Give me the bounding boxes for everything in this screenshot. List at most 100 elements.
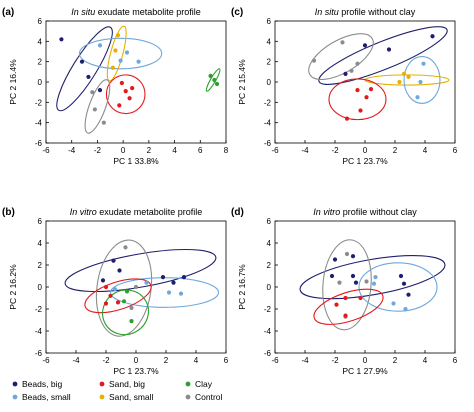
y-tick-label: 6 <box>38 217 43 226</box>
point-sand-small <box>406 74 411 80</box>
x-axis-title: PC 1 23.7% <box>342 156 388 166</box>
y-tick-label: -4 <box>35 119 43 128</box>
y-tick-label: 0 <box>267 283 272 292</box>
y-axis-title: PC 2 16.7% <box>237 264 247 310</box>
y-tick-label: 2 <box>38 58 43 67</box>
y-tick-label: 4 <box>38 239 43 248</box>
panel-title: In situ profile without clay <box>315 7 416 17</box>
point-control <box>101 120 106 125</box>
y-axis-title: PC 2 15.4% <box>237 59 247 105</box>
point-sand-big <box>334 302 339 307</box>
point-beads-small <box>421 61 426 66</box>
point-beads-small <box>418 79 423 85</box>
point-clay <box>121 299 127 304</box>
point-beads-small <box>403 306 408 312</box>
point-sand-small <box>115 33 121 38</box>
legend-marker <box>12 381 18 387</box>
point-clay <box>214 81 220 87</box>
point-beads-big <box>350 273 356 279</box>
point-control <box>92 107 97 112</box>
point-sand-big <box>130 86 135 91</box>
point-sand-big <box>358 295 363 301</box>
point-beads-big <box>406 292 411 297</box>
point-sand-big <box>103 301 109 306</box>
point-beads-big <box>332 257 338 262</box>
y-axis-title: PC 2 16.4% <box>8 59 18 105</box>
point-beads-small <box>371 281 377 286</box>
legend-label: Beads, small <box>22 392 71 402</box>
legend-label: Control <box>195 392 223 402</box>
y-tick-label: -2 <box>264 305 272 314</box>
y-tick-label: 2 <box>267 58 272 67</box>
point-beads-big <box>343 71 348 76</box>
ellipse-sand-big <box>313 288 384 325</box>
panel-title: In vitro profile without clay <box>313 207 417 217</box>
plot-frame <box>274 220 456 354</box>
panel-title: In situ exudate metabolite profile <box>71 7 201 17</box>
x-tick-label: 6 <box>224 356 229 365</box>
ellipse-beads-big <box>299 255 446 300</box>
x-tick-label: 6 <box>198 146 203 155</box>
point-beads-small <box>118 58 123 63</box>
point-clay <box>129 319 134 324</box>
x-tick-label: 4 <box>423 146 428 155</box>
x-tick-label: 6 <box>453 146 458 155</box>
ellipse-control <box>322 239 372 331</box>
y-tick-label: -2 <box>35 98 43 107</box>
point-beads-big <box>350 254 356 259</box>
point-beads-big <box>398 273 404 279</box>
panel-label: (d) <box>231 207 244 218</box>
point-beads-big <box>79 59 85 64</box>
point-sand-big <box>343 313 348 318</box>
ellipse-beads-small <box>403 56 441 104</box>
y-tick-label: -4 <box>264 327 272 336</box>
point-control <box>355 61 360 66</box>
point-beads-big <box>430 34 435 39</box>
y-tick-label: 0 <box>38 78 43 87</box>
point-beads-big <box>329 273 335 279</box>
point-sand-big <box>364 95 369 100</box>
panel-label: (b) <box>2 207 15 218</box>
y-tick-label: -4 <box>35 327 43 336</box>
point-beads-small <box>166 290 172 295</box>
point-sand-big <box>123 89 128 94</box>
x-tick-label: -4 <box>301 146 309 155</box>
x-tick-label: -6 <box>42 146 50 155</box>
x-tick-label: 8 <box>224 146 229 155</box>
point-beads-big <box>100 278 106 283</box>
point-beads-small <box>415 95 420 100</box>
legend-marker <box>12 394 18 400</box>
point-control <box>129 305 134 310</box>
point-control <box>340 40 345 45</box>
point-sand-big <box>117 103 122 108</box>
legend-label: Beads, big <box>22 379 62 389</box>
point-sand-big <box>368 87 374 92</box>
x-tick-label: 4 <box>172 146 177 155</box>
point-sand-small <box>113 48 118 53</box>
legend: Beads, big Sand, big Clay Beads, small Sand,… <box>12 379 223 402</box>
panel-a: (a) In situ exudate metabolite profile-6-… <box>2 7 229 166</box>
point-control <box>349 68 354 73</box>
x-tick-label: 2 <box>164 356 169 365</box>
point-beads-big <box>86 74 91 80</box>
point-beads-big <box>401 281 407 286</box>
x-tick-label: -6 <box>271 356 279 365</box>
plot-area <box>299 239 446 331</box>
panel-d: (d) In vitro profile without clay -6 -4 -2 0 2… <box>231 207 458 376</box>
point-beads-big <box>117 268 122 273</box>
point-beads-big <box>181 275 187 280</box>
ellipse-beads-small <box>78 37 163 70</box>
x-axis-title: PC 1 33.8% <box>113 156 159 166</box>
point-sand-big <box>127 96 132 101</box>
ellipse-beads-small <box>358 262 438 312</box>
y-tick-label: -4 <box>264 119 272 128</box>
x-tick-label: 0 <box>363 146 368 155</box>
point-sand-big <box>103 284 109 290</box>
legend-marker <box>99 394 105 400</box>
y-tick-label: -6 <box>35 349 43 358</box>
point-sand-big <box>108 293 113 298</box>
x-tick-label: -4 <box>68 146 76 155</box>
point-beads-small <box>97 43 103 48</box>
x-tick-label: -2 <box>331 146 339 155</box>
